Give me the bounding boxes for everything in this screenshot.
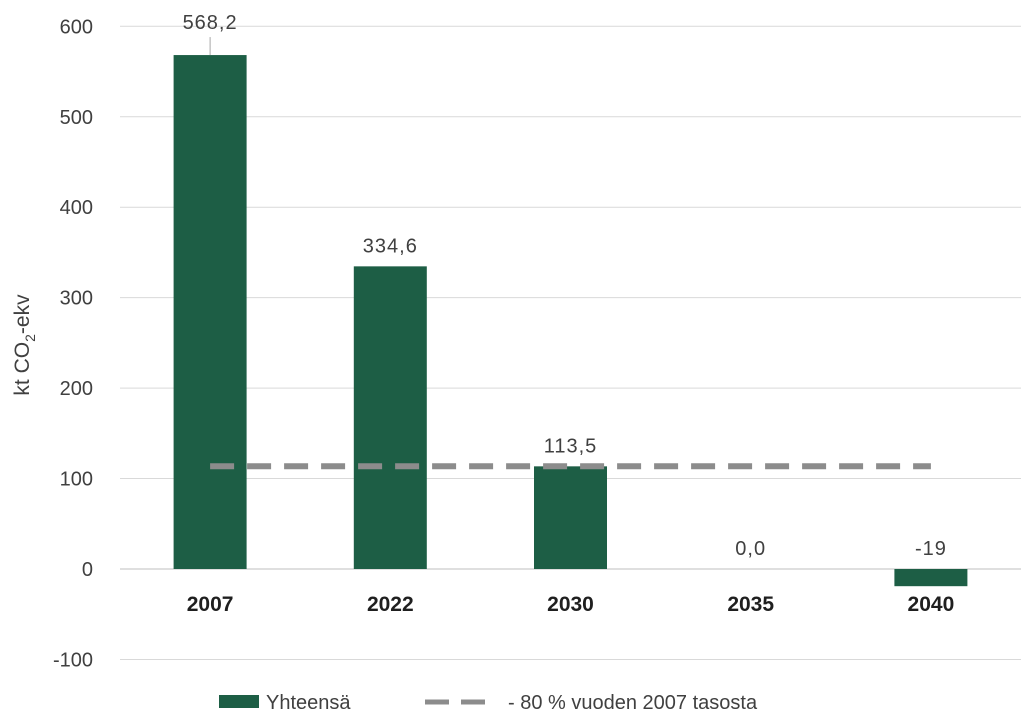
data-label: 0,0 <box>735 538 766 560</box>
data-label: 568,2 <box>183 12 238 34</box>
data-label: 334,6 <box>363 235 418 257</box>
y-axis-ticks: 600 500 400 300 200 100 0 -100 <box>53 16 93 671</box>
bar <box>894 569 968 587</box>
y-axis-title-suffix: -ekv <box>11 294 34 334</box>
y-tick-label: -100 <box>53 649 93 671</box>
y-tick-label: 100 <box>60 469 93 491</box>
y-axis-title: kt CO2-ekv <box>11 294 38 396</box>
legend-label-bars: Yhteensä <box>266 692 351 713</box>
y-axis-title-subscript: 2 <box>22 334 38 342</box>
x-tick-label: 2007 <box>187 593 234 616</box>
legend-swatch-bars <box>219 695 259 708</box>
data-label: -19 <box>915 538 947 560</box>
y-tick-label: 0 <box>82 559 93 581</box>
y-tick-label: 400 <box>60 197 93 219</box>
y-tick-label: 300 <box>60 288 93 310</box>
x-tick-label: 2030 <box>547 593 594 616</box>
x-tick-label: 2035 <box>727 593 774 616</box>
x-axis-ticks: 2007 2022 2030 2035 2040 <box>187 593 955 616</box>
x-tick-label: 2022 <box>367 593 414 616</box>
data-labels: 568,2 334,6 113,5 0,0 -19 <box>183 12 947 560</box>
y-tick-label: 600 <box>60 16 93 38</box>
bar <box>173 55 247 569</box>
legend: Yhteensä - 80 % vuoden 2007 tasosta <box>219 692 758 713</box>
y-tick-label: 500 <box>60 107 93 129</box>
y-axis-title-main: kt CO <box>11 342 34 396</box>
y-tick-label: 200 <box>60 378 93 400</box>
bars <box>173 55 968 587</box>
data-label: 113,5 <box>544 435 598 457</box>
legend-label-line: - 80 % vuoden 2007 tasosta <box>508 692 758 713</box>
bar <box>534 466 607 569</box>
bar <box>353 266 427 569</box>
x-tick-label: 2040 <box>908 593 955 616</box>
